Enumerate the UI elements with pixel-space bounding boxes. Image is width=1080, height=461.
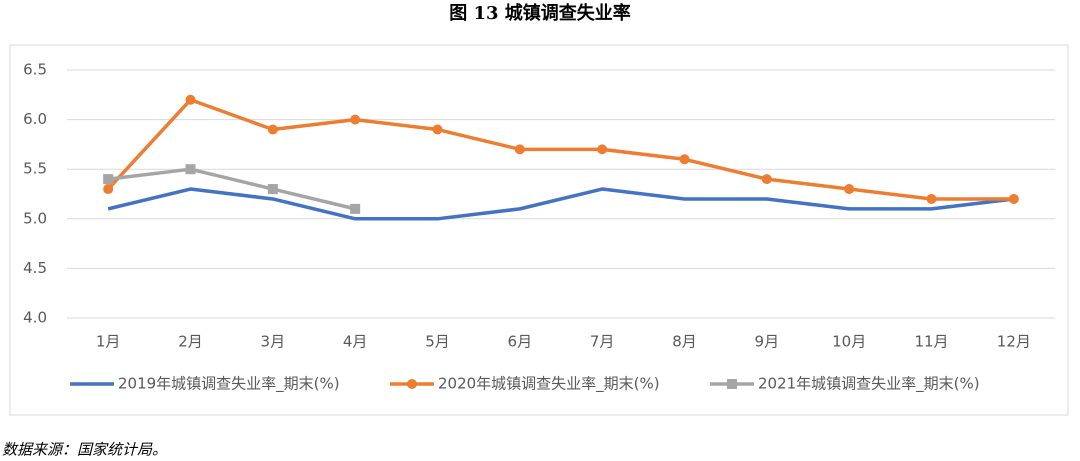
legend-marker (727, 379, 737, 389)
point-marker (844, 184, 855, 195)
point-marker (761, 174, 772, 185)
series-line (107, 187, 1015, 221)
source-note: 数据来源：国家统计局。 (2, 441, 167, 459)
legend-label: 2019年城镇调查失业率_期末(%) (118, 375, 340, 394)
x-tick-label: 12月 (997, 333, 1031, 351)
point-marker (926, 193, 937, 204)
point-marker (597, 144, 608, 155)
x-tick-label: 7月 (590, 333, 615, 351)
x-tick-label: 5月 (425, 333, 450, 351)
point-marker (514, 144, 525, 155)
x-tick-label: 6月 (508, 333, 533, 351)
y-tick-label: 5.5 (23, 160, 47, 178)
y-tick-label: 4.5 (23, 259, 47, 277)
x-tick-label: 3月 (261, 333, 286, 351)
y-tick-label: 4.0 (23, 309, 47, 327)
point-marker (103, 184, 114, 195)
point-marker (185, 164, 196, 175)
point-marker (432, 124, 443, 135)
x-tick-label: 10月 (832, 333, 866, 351)
y-tick-label: 6.0 (23, 110, 47, 128)
x-tick-label: 9月 (755, 333, 780, 351)
point-marker (185, 94, 196, 105)
point-marker (103, 174, 114, 185)
point-marker (267, 124, 278, 135)
point-marker (267, 184, 278, 195)
x-tick-label: 11月 (914, 333, 948, 351)
series-line (107, 167, 356, 211)
legend-marker (407, 379, 417, 389)
x-tick-label: 1月 (96, 333, 121, 351)
x-tick-label: 8月 (672, 333, 697, 351)
point-marker (350, 114, 361, 125)
point-marker (679, 154, 690, 165)
legend-label: 2020年城镇调查失业率_期末(%) (438, 375, 660, 394)
chart-border (9, 44, 1069, 416)
y-tick-label: 6.5 (23, 61, 47, 79)
point-marker (1008, 193, 1019, 204)
chart-title: 图 13 城镇调查失业率 (449, 2, 631, 24)
point-marker (350, 203, 361, 214)
x-tick-label: 4月 (343, 333, 368, 351)
x-tick-label: 2月 (178, 333, 203, 351)
legend-label: 2021年城镇调查失业率_期末(%) (758, 375, 980, 394)
series-line (106, 98, 1014, 201)
y-tick-label: 5.0 (23, 209, 47, 227)
